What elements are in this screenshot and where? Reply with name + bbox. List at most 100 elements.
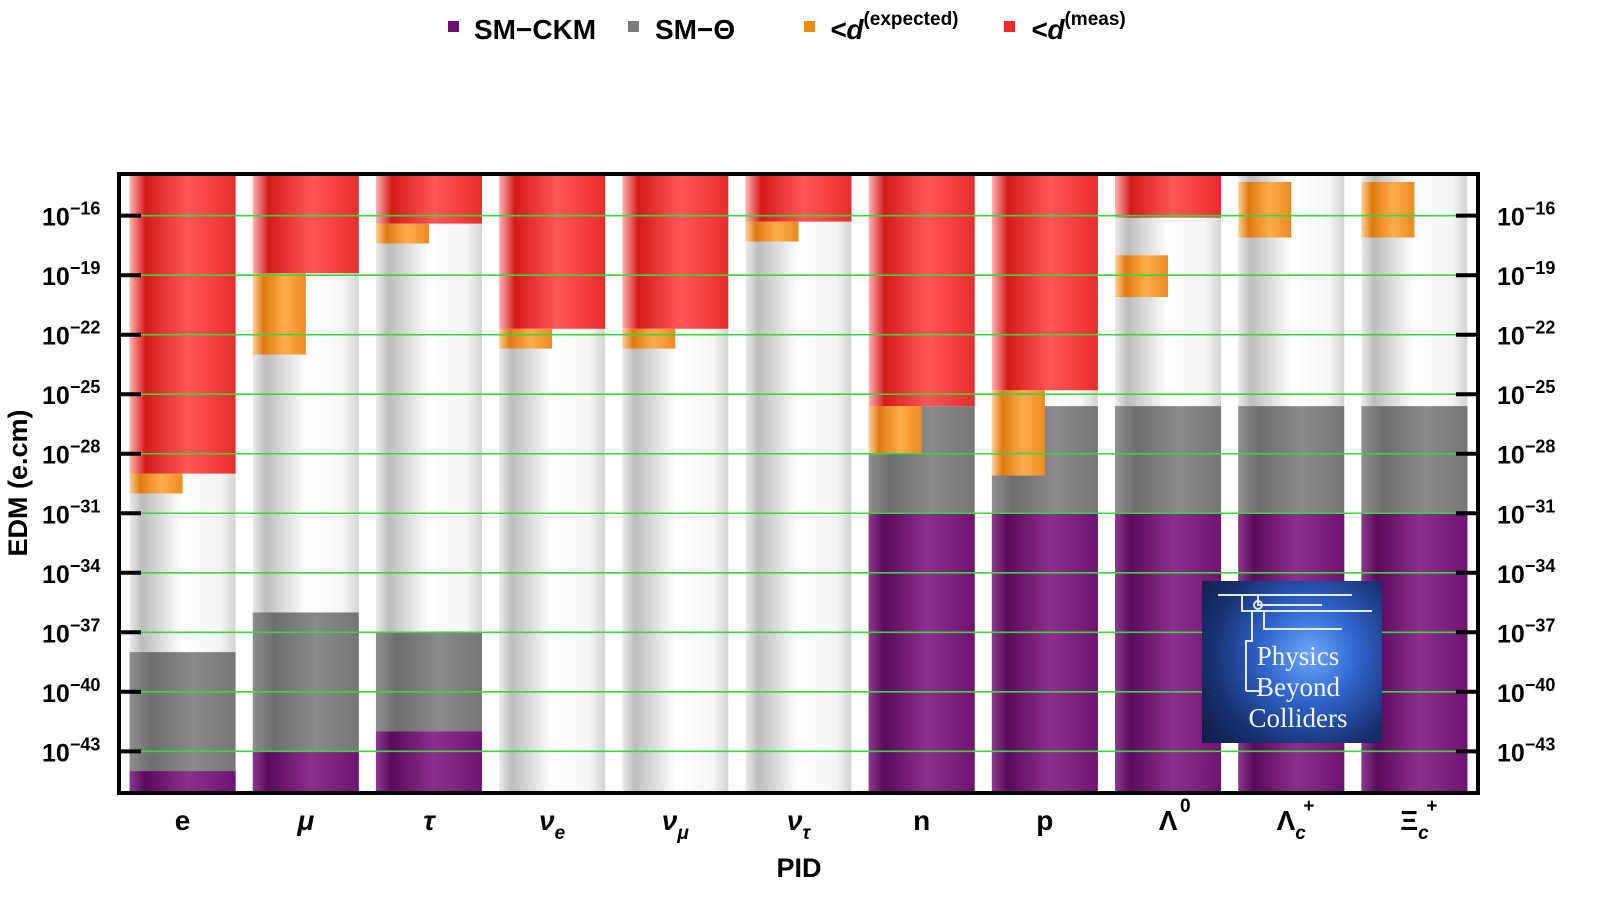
bar-expected-p [991, 390, 1045, 476]
legend-label-expected: <d(expected) [830, 9, 959, 45]
legend-item-expected: <d(expected) [804, 9, 959, 45]
y-tick-exponent: −25 [1525, 377, 1556, 397]
y-tick-base: 10 [1497, 680, 1525, 708]
x-tick-sup-lambda-0: 0 [1180, 796, 1191, 817]
y-tick-exponent: −34 [70, 556, 101, 576]
y-tick-base: 10 [42, 680, 70, 708]
x-tick-symbol-nu-mu: ν [662, 805, 678, 836]
bar-mu [252, 176, 359, 791]
bar-ckm-p [991, 513, 1098, 791]
y-tick-exponent: −40 [1525, 675, 1556, 695]
y-tick-exponent: −37 [1525, 615, 1556, 635]
x-tick-label-nu-mu: νμ [662, 805, 690, 844]
y-tick-base: 10 [1497, 739, 1525, 767]
bar-ckm-tau [375, 731, 482, 791]
y-tick-label-left--22: 10−22 [42, 318, 100, 351]
bar-expected-lambda-c-plus [1238, 181, 1292, 238]
x-tick-symbol-lambda-c-plus: Λ [1277, 805, 1296, 836]
bar-measured-n [868, 176, 975, 407]
legend-item-ckm: SM−CKM [448, 14, 596, 45]
category-labels: e μ τ νe νμ ντ n p Λ 0 Λc+ Ξc+ [175, 796, 1438, 844]
y-tick-label-right--22: 10−22 [1497, 318, 1555, 351]
legend-item-theta: SM−Θ [628, 14, 735, 45]
y-tick-label-right--40: 10−40 [1497, 675, 1555, 708]
y-tick-base: 10 [42, 204, 70, 232]
y-tick-label-left--31: 10−31 [42, 496, 100, 529]
legend-swatch-ckm [448, 21, 459, 32]
x-tick-symbol-xi-c-plus: Ξ [1400, 805, 1418, 836]
x-tick-symbol-nu-tau: ν [787, 805, 803, 836]
bar-expected-n [868, 406, 922, 454]
y-tick-exponent: −22 [70, 318, 101, 338]
bar-n [868, 176, 975, 791]
y-tick-base: 10 [1497, 620, 1525, 648]
bar-nu-mu [622, 176, 729, 791]
y-tick-label-right--19: 10−19 [1497, 258, 1555, 291]
bar-measured-nu-mu [622, 176, 729, 329]
legend-swatch-expected [804, 21, 815, 32]
bar-measured-lambda-0 [1115, 176, 1222, 218]
y-tick-base: 10 [1497, 323, 1525, 351]
x-tick-symbol-mu: μ [296, 805, 314, 836]
y-tick-exponent: −19 [70, 258, 101, 278]
logo-text-physics: Physics [1256, 641, 1340, 671]
x-tick-sup-lambda-c-plus: + [1303, 796, 1314, 817]
y-tick-label-left--34: 10−34 [42, 556, 100, 589]
y-tick-exponent: −28 [70, 437, 101, 457]
legend-measured-sup: (meas) [1064, 9, 1125, 30]
legend-label-measured: <d(meas) [1031, 9, 1126, 45]
x-tick-sub-nu-tau: τ [802, 823, 811, 844]
bar-ckm-mu [252, 751, 359, 791]
y-tick-exponent: −43 [1525, 734, 1556, 754]
x-tick-sub-lambda-c-plus: c [1295, 823, 1306, 844]
x-tick-symbol-tau: τ [423, 805, 436, 836]
y-tick-exponent: −43 [70, 734, 101, 754]
y-axis-title: EDM (e.cm) [3, 409, 33, 556]
y-tick-base: 10 [1497, 382, 1525, 410]
plot-frame [117, 172, 1480, 795]
legend-item-measured: <d(meas) [1004, 9, 1126, 45]
y-tick-base: 10 [42, 501, 70, 529]
x-tick-label-nu-e: νe [539, 805, 566, 844]
y-tick-base: 10 [42, 620, 70, 648]
y-tick-exponent: −22 [1525, 318, 1556, 338]
x-tick-label-lambda-c-plus: Λc [1277, 805, 1307, 844]
x-tick-label-p: p [1036, 805, 1053, 836]
legend-expected-sup: (expected) [863, 9, 958, 30]
x-tick-sub-nu-e: e [555, 823, 566, 844]
bar-measured-e [129, 176, 236, 474]
x-tick-symbol-nu-e: ν [539, 805, 555, 836]
bar-ckm-e [129, 771, 236, 791]
x-tick-sub-nu-mu: μ [676, 823, 689, 844]
x-tick-symbol-lambda-0: Λ [1159, 805, 1178, 836]
bar-nu-e [499, 176, 606, 791]
y-tick-label-right--25: 10−25 [1497, 377, 1555, 410]
bar-background-nu-tau [745, 176, 852, 791]
legend-swatch-theta [628, 21, 639, 32]
y-tick-label-left--28: 10−28 [42, 437, 100, 470]
logo-text-beyond: Beyond [1256, 672, 1340, 702]
bar-p [991, 176, 1098, 791]
x-tick-label-nu-tau: ντ [787, 805, 812, 844]
y-tick-label-right--43: 10−43 [1497, 734, 1555, 767]
y-tick-exponent: −31 [1525, 496, 1556, 516]
x-tick-label-xi-c-plus: Ξc [1400, 805, 1429, 844]
legend: SM−CKM SM−Θ <d(expected) <d(meas) [448, 9, 1126, 45]
bar-expected-nu-mu [622, 328, 676, 349]
logo-text-colliders: Colliders [1248, 703, 1348, 733]
y-tick-exponent: −16 [70, 199, 101, 219]
logo-circuit-icon [1218, 594, 1372, 692]
y-tick-base: 10 [1497, 263, 1525, 291]
bar-measured-nu-e [499, 176, 606, 329]
y-tick-base: 10 [1497, 501, 1525, 529]
y-tick-base: 10 [42, 739, 70, 767]
y-tick-exponent: −16 [1525, 199, 1556, 219]
x-tick-label-e: e [175, 805, 191, 836]
y-tick-label-right--37: 10−37 [1497, 615, 1555, 648]
x-tick-label-tau: τ [423, 805, 436, 836]
y-tick-base: 10 [1497, 204, 1525, 232]
bar-nu-tau [745, 176, 852, 791]
legend-measured-prefix: <d [1031, 14, 1065, 45]
